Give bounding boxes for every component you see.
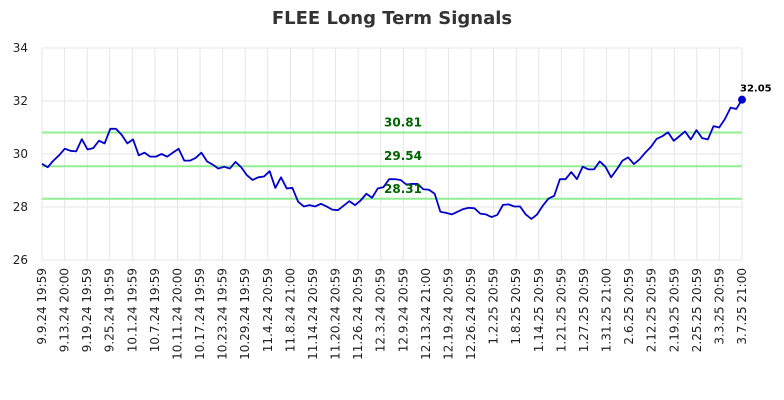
x-tick-label: 10.11.24 20:00 — [170, 268, 184, 360]
x-tick-label: 12.26.24 20:59 — [464, 268, 478, 360]
grid-layer — [41, 47, 743, 261]
label-layer: 30.81 29.54 28.31 32.05 — [384, 84, 772, 196]
y-tick-label: 32 — [13, 94, 28, 108]
x-tick-label: 9.13.24 20:00 — [58, 268, 72, 352]
x-tick-label: 1.31.25 21:00 — [600, 268, 614, 352]
x-tick-label: 1.2.25 20:59 — [487, 268, 501, 345]
x-tick-label: 12.19.24 20:59 — [441, 268, 455, 360]
signal-label: 28.31 — [384, 182, 422, 196]
x-tick-label: 2.19.25 20:59 — [667, 268, 681, 352]
x-tick-label: 10.29.24 19:59 — [238, 268, 252, 360]
x-tick-label: 9.19.24 19:59 — [80, 268, 94, 352]
x-tick-label: 9.25.24 19:59 — [103, 268, 117, 352]
x-tick-label: 1.8.25 20:59 — [509, 268, 523, 345]
x-tick-label: 12.9.24 20:59 — [396, 268, 410, 352]
y-tick-label: 30 — [13, 147, 28, 161]
x-tick-label: 10.1.24 19:59 — [125, 268, 139, 352]
last-value-label: 32.05 — [740, 84, 772, 95]
x-tick-label: 12.13.24 21:00 — [419, 268, 433, 360]
last-point-marker — [738, 95, 746, 104]
x-tick-label: 2.6.25 20:59 — [622, 268, 636, 345]
signal-label: 29.54 — [384, 149, 422, 163]
x-tick-label: 10.23.24 19:59 — [216, 268, 230, 360]
x-tick-label: 11.14.24 20:59 — [306, 268, 320, 360]
series-line — [41, 99, 743, 220]
x-tick-label: 2.25.25 20:59 — [690, 268, 704, 352]
signal-label: 30.81 — [384, 116, 422, 130]
signal-lines — [42, 131, 742, 200]
x-tick-label: 10.17.24 19:59 — [193, 268, 207, 360]
y-tick-label: 34 — [13, 41, 28, 55]
y-tick-label: 26 — [13, 253, 28, 267]
x-tick-label: 9.9.24 19:59 — [35, 268, 49, 345]
x-tick-label: 1.27.25 20:59 — [577, 268, 591, 352]
chart-title: FLEE Long Term Signals — [271, 8, 513, 29]
x-tick-label: 3.3.25 20:59 — [712, 268, 726, 345]
x-tick-label: 1.14.25 20:59 — [532, 268, 546, 352]
y-tick-label: 28 — [13, 200, 28, 214]
x-tick-label: 11.4.24 20:59 — [261, 268, 275, 352]
axis-layer: 26 28 30 32 34 9.9.24 19:59 9.13.24 20:00 9.19.… — [13, 41, 749, 360]
x-tick-label: 3.7.25 21:00 — [735, 268, 749, 345]
x-tick-label: 1.21.25 20:59 — [554, 268, 568, 352]
series-layer — [41, 95, 746, 220]
x-tick-label: 11.20.24 20:59 — [329, 268, 343, 360]
x-tick-label: 2.12.25 20:59 — [645, 268, 659, 352]
x-tick-label: 10.7.24 19:59 — [148, 268, 162, 352]
x-tick-label: 11.8.24 21:00 — [283, 268, 297, 352]
x-tick-label: 11.26.24 20:59 — [351, 268, 365, 360]
x-tick-label: 12.3.24 20:59 — [374, 268, 388, 352]
